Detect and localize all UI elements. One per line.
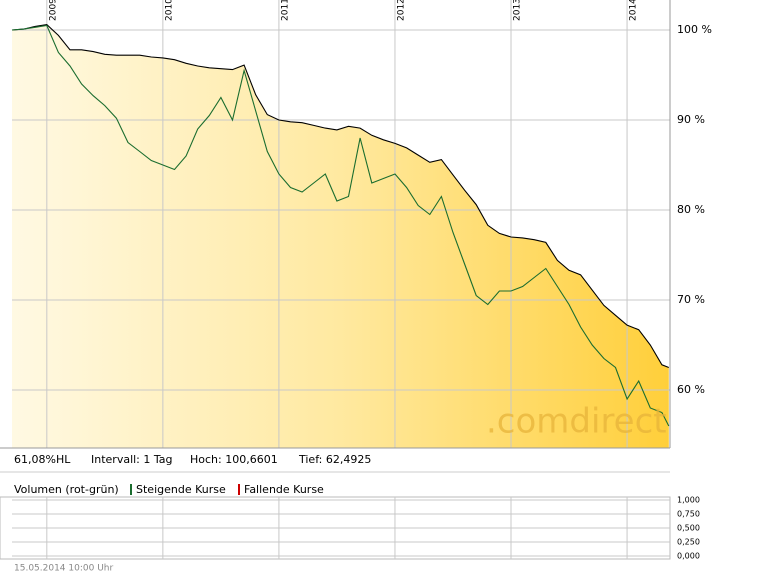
x-tick-label: 2014 [629, 0, 639, 21]
info-interval: Intervall: 1 Tag [91, 453, 173, 466]
x-tick-label: 2010 [164, 0, 174, 21]
watermark: .comdirect [486, 402, 667, 442]
y-tick-label: 100 % [677, 23, 712, 36]
y-tick-label: 0,500 [677, 524, 700, 533]
y-tick-label: 0,250 [677, 538, 700, 547]
footer-timestamp: 15.05.2014 10:00 Uhr [14, 564, 113, 574]
x-tick-label: 2011 [280, 0, 290, 21]
legend-swatch [130, 484, 132, 495]
y-tick-label: 90 % [677, 113, 705, 126]
y-tick-label: 0,000 [677, 552, 700, 561]
area-fill [12, 24, 669, 448]
info-low: Tief: 62,4925 [298, 453, 371, 466]
legend: Steigende Kurse Fallende Kurse [130, 483, 324, 496]
y-tick-label: 1,000 [677, 496, 700, 505]
x-tick-label: 2009 [48, 0, 58, 21]
volume-title: Volumen (rot-grün) [14, 483, 119, 496]
legend-swatch [238, 484, 240, 495]
series-line [11, 24, 670, 427]
volume-panel: 0,000 0,250 0,500 0,750 1,000 [0, 496, 700, 561]
legend-label: Steigende Kurse [136, 483, 226, 496]
y-tick-label: 60 % [677, 383, 705, 396]
legend-label: Fallende Kurse [244, 483, 324, 496]
info-high: Hoch: 100,6601 [190, 453, 278, 466]
x-tick-label: 2013 [513, 0, 523, 21]
x-tick-label: 2012 [396, 0, 406, 21]
info-hl: 61,08%HL [14, 453, 71, 466]
y-tick-label: 0,750 [677, 510, 700, 519]
y-tick-label: 70 % [677, 293, 705, 306]
y-tick-label: 80 % [677, 203, 705, 216]
series-line [11, 24, 670, 369]
main-panel [11, 0, 670, 448]
